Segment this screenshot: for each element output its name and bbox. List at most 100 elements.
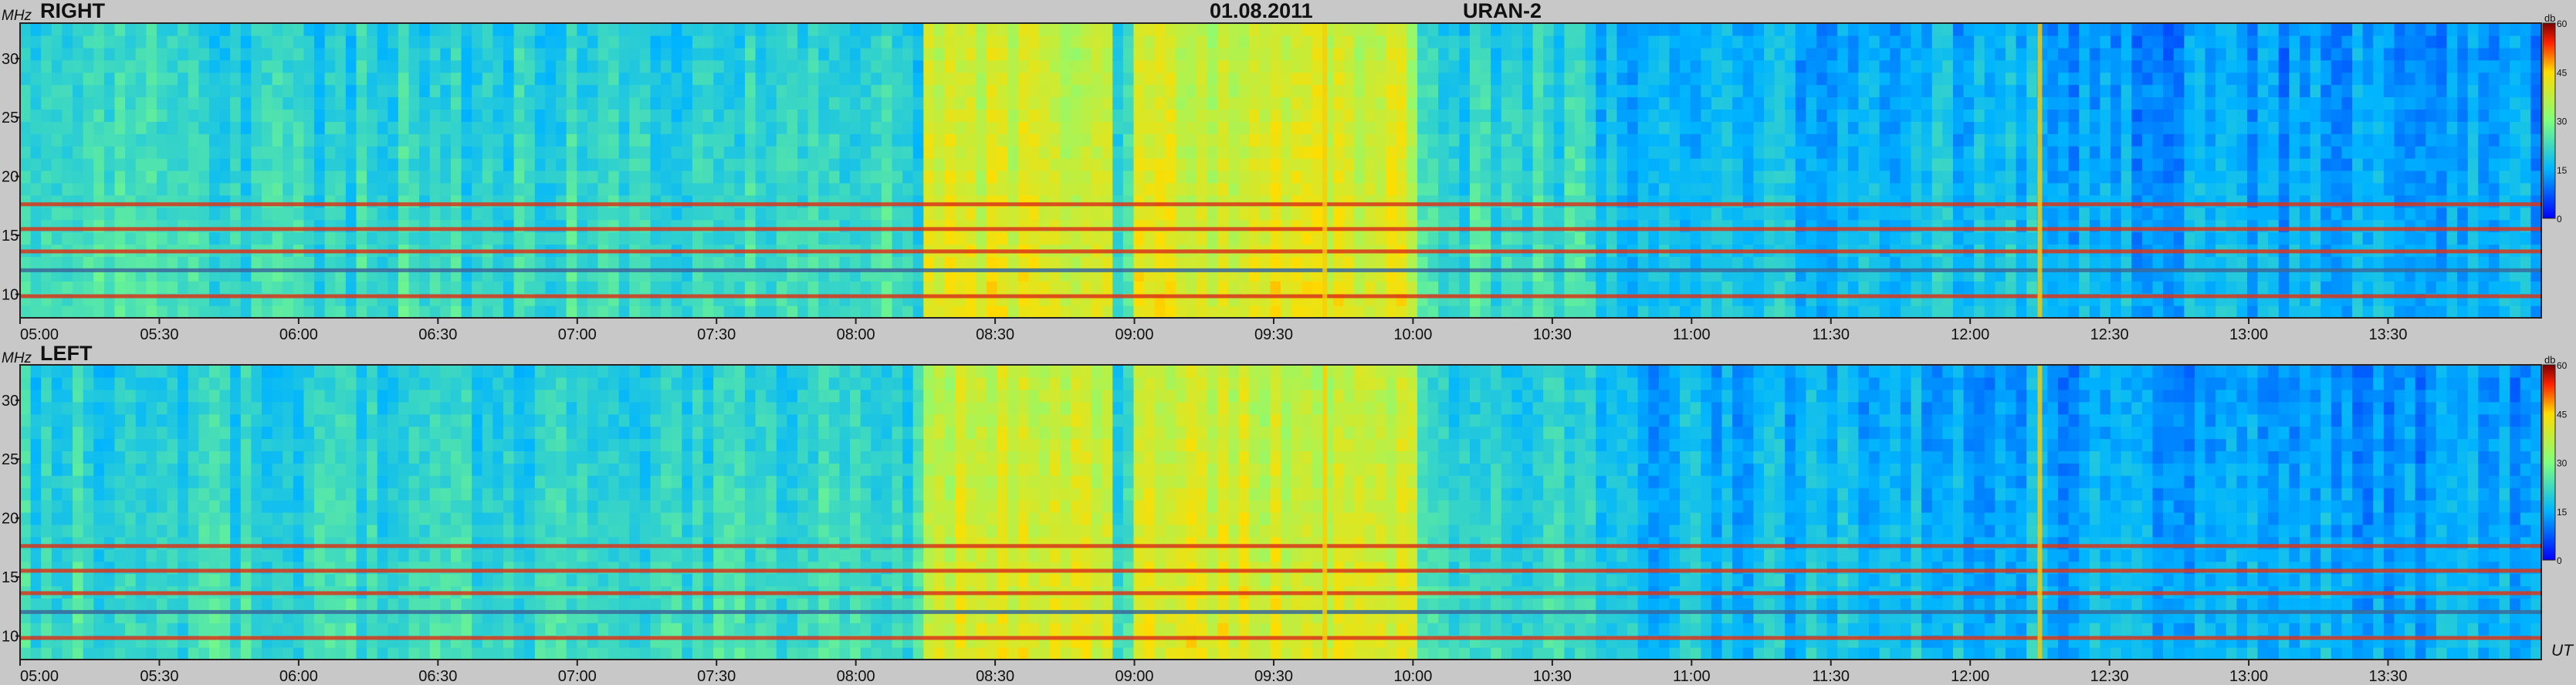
- spectrogram-cell: [51, 35, 63, 49]
- spectrogram-cell: [787, 35, 798, 49]
- spectrogram-cell: [818, 109, 830, 122]
- spectrogram-cell: [1942, 305, 1954, 319]
- spectrogram-cell: [1732, 305, 1744, 319]
- spectrogram-cell: [2089, 121, 2101, 134]
- spectrogram-cell: [1007, 47, 1019, 61]
- spectrogram-cell: [976, 158, 987, 171]
- spectrogram-cell: [1963, 72, 1975, 86]
- spectrogram-cell: [2005, 146, 2017, 159]
- spectrogram-cell: [1596, 84, 1607, 98]
- spectrogram-cell: [902, 47, 914, 61]
- spectrogram-cell: [513, 121, 525, 134]
- spectrogram-cell: [1070, 207, 1082, 221]
- spectrogram-cell: [1386, 72, 1397, 86]
- spectrogram-cell: [1207, 35, 1218, 49]
- spectrogram-cell: [1763, 121, 1775, 134]
- spectrogram-cell: [146, 207, 157, 221]
- spectrogram-cell: [692, 281, 704, 294]
- spectrogram-cell: [419, 133, 431, 147]
- spectrogram-cell: [1343, 231, 1355, 245]
- spectrogram-cell: [1732, 59, 1744, 73]
- spectrogram-cell: [933, 281, 946, 294]
- spectrogram-cell: [1417, 35, 1429, 49]
- spectrogram-cell: [2152, 256, 2164, 269]
- spectrogram-cell: [114, 146, 126, 159]
- spectrogram-cell: [450, 109, 462, 122]
- spectrogram-cell: [1060, 35, 1071, 49]
- spectrogram-cell: [1154, 256, 1166, 269]
- spectrogram-cell: [1911, 109, 1922, 122]
- spectrogram-cell: [1847, 109, 1860, 122]
- spectrogram-cell: [283, 256, 294, 269]
- spectrogram-cell: [1785, 35, 1796, 49]
- spectrogram-cell: [566, 305, 577, 319]
- spectrogram-cell: [587, 231, 599, 245]
- spectrogram-cell: [850, 96, 861, 110]
- spectrogram-cell: [1049, 305, 1061, 319]
- spectrogram-cell: [1732, 207, 1744, 221]
- spectrogram-cell: [41, 133, 52, 147]
- spectrogram-cell: [450, 84, 462, 98]
- spectrogram-cell: [251, 121, 262, 134]
- spectrogram-cell: [1511, 59, 1523, 73]
- spectrogram-cell: [230, 305, 242, 319]
- spectrogram-cell: [1774, 72, 1786, 86]
- spectrogram-cell: [1963, 133, 1975, 147]
- spectrogram-cell: [398, 158, 410, 171]
- spectrogram-cell: [493, 170, 504, 184]
- spectrogram-cell: [871, 182, 882, 196]
- spectrogram-cell: [472, 59, 483, 73]
- spectrogram-cell: [1837, 182, 1849, 196]
- spectrogram-cell: [230, 96, 242, 110]
- spectrogram-cell: [114, 281, 126, 294]
- spectrogram-cell: [1721, 231, 1733, 245]
- spectrogram-cell: [1343, 170, 1355, 184]
- spectrogram-cell: [1396, 256, 1407, 269]
- spectrogram-cell: [1197, 158, 1208, 171]
- spectrogram-cell: [1869, 231, 1880, 245]
- spectrogram-cell: [20, 256, 32, 269]
- spectrogram-cell: [1354, 146, 1366, 159]
- spectrogram-cell: [1911, 182, 1922, 196]
- spectrogram-cell: [1585, 231, 1596, 245]
- spectrogram-cell: [1501, 146, 1512, 159]
- spectrogram-cell: [556, 59, 567, 73]
- spectrogram-cell: [1942, 121, 1954, 134]
- spectrogram-cell: [1302, 96, 1313, 110]
- spectrogram-cell: [682, 133, 693, 147]
- spectrogram-cell: [871, 158, 882, 171]
- spectrogram-cell: [1742, 182, 1754, 196]
- spectrogram-cell: [1175, 133, 1187, 147]
- spectrogram-cell: [408, 47, 420, 61]
- spectrogram-cell: [1721, 23, 1733, 36]
- spectrogram-cell: [73, 23, 84, 36]
- spectrogram-cell: [198, 207, 210, 221]
- spectrogram-cell: [1795, 207, 1807, 221]
- spectrogram-cell: [293, 109, 305, 122]
- spectrogram-cell: [429, 133, 441, 147]
- spectrogram-cell: [2089, 47, 2101, 61]
- spectrogram-cell: [1774, 281, 1786, 294]
- spectrogram-cell: [692, 47, 704, 61]
- spectrogram-cell: [1165, 133, 1176, 147]
- spectrogram-cell: [1122, 59, 1135, 73]
- spectrogram-cell: [1995, 59, 2006, 73]
- spectrogram-cell: [713, 170, 725, 184]
- spectrogram-cell: [1092, 133, 1103, 147]
- spectrogram-cell: [1175, 231, 1187, 245]
- spectrogram-cell: [62, 47, 73, 61]
- spectrogram-cell: [73, 281, 84, 294]
- spectrogram-cell: [114, 182, 126, 196]
- spectrogram-cell: [356, 133, 367, 147]
- spectrogram-cell: [1007, 84, 1019, 98]
- spectrogram-cell: [545, 121, 557, 134]
- spectrogram-cell: [356, 23, 367, 36]
- spectrogram-cell: [797, 146, 809, 159]
- spectrogram-cell: [1669, 72, 1681, 86]
- spectrogram-cell: [1627, 72, 1639, 86]
- spectrogram-cell: [1081, 281, 1092, 294]
- spectrogram-cell: [1102, 207, 1113, 221]
- spectrogram-cell: [1585, 23, 1596, 36]
- spectrogram-cell: [1312, 146, 1324, 159]
- spectrogram-cell: [1144, 72, 1156, 86]
